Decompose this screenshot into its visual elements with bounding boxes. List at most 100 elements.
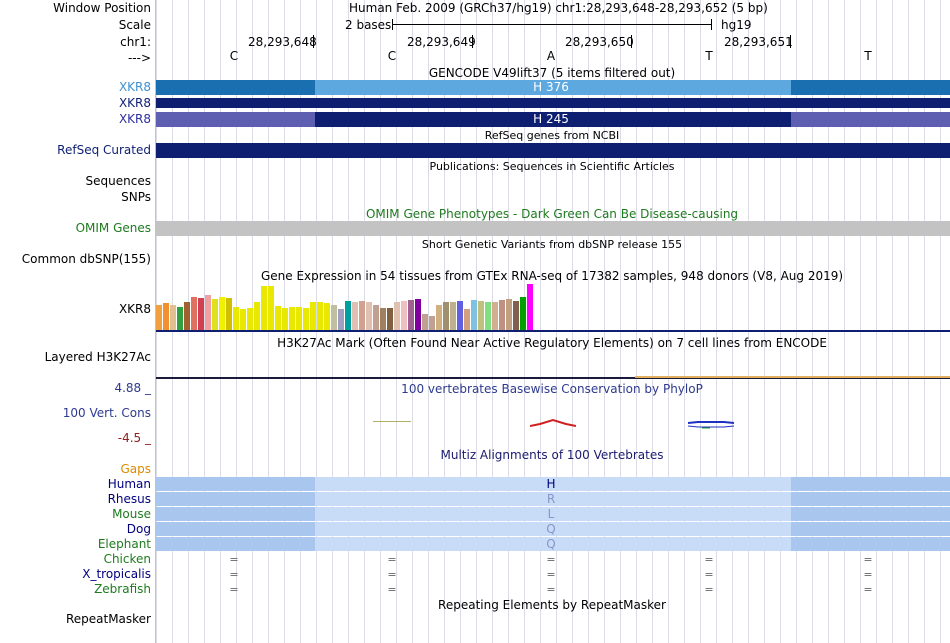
gtex-tissue-bar[interactable] [352, 302, 358, 330]
gtex-tissue-bar[interactable] [429, 316, 435, 330]
gtex-tissue-bar[interactable] [170, 305, 176, 330]
gtex-tissue-bar[interactable] [436, 305, 442, 330]
gtex-tissue-bar[interactable] [359, 301, 365, 330]
species-dog-label[interactable]: Dog [126, 522, 151, 536]
gtex-tissue-bar[interactable] [492, 302, 498, 330]
grid-line [428, 0, 429, 643]
gtex-tissue-bar[interactable] [394, 302, 400, 330]
aa-human: H [546, 477, 556, 491]
gtex-tissue-bar[interactable] [464, 309, 470, 330]
gencode-xkr8-transcript-1-exon[interactable] [315, 80, 791, 95]
omim-gene-feature[interactable] [156, 221, 950, 236]
gtex-tissue-bar[interactable] [415, 299, 421, 330]
ruler-pos-2: 28,293,649 [407, 35, 476, 49]
alignment-gap-marker: = [863, 553, 873, 566]
gaps-label[interactable]: Gaps [120, 462, 151, 476]
gencode-title: GENCODE V49lift37 (5 items filtered out) [428, 66, 676, 80]
gtex-xkr8-label[interactable]: XKR8 [118, 302, 151, 316]
gtex-tissue-bar[interactable] [219, 297, 225, 330]
gtex-tissue-bar[interactable] [268, 286, 274, 330]
gtex-tissue-bar[interactable] [177, 307, 183, 330]
gtex-tissue-bar[interactable] [247, 308, 253, 330]
gtex-bar-graph[interactable] [156, 284, 536, 330]
grid-line [700, 0, 701, 643]
ruler-pos-1: 28,293,648 [248, 35, 317, 49]
h3k27ac-signal-baseline[interactable] [156, 377, 950, 379]
gtex-tissue-bar[interactable] [527, 284, 533, 330]
gencode-xkr8-label-2[interactable]: XKR8 [118, 96, 151, 110]
gtex-tissue-bar[interactable] [205, 295, 211, 330]
gencode-xkr8-transcript-2[interactable] [156, 98, 950, 108]
gtex-tissue-bar[interactable] [408, 300, 414, 330]
gtex-tissue-bar[interactable] [520, 297, 526, 330]
gtex-tissue-bar[interactable] [198, 298, 204, 330]
gtex-tissue-bar[interactable] [212, 299, 218, 330]
species-rhesus-label[interactable]: Rhesus [107, 492, 151, 506]
gtex-tissue-bar[interactable] [156, 305, 162, 330]
gtex-tissue-bar[interactable] [289, 307, 295, 330]
h3k27ac-label[interactable]: Layered H3K27Ac [44, 350, 151, 364]
gtex-tissue-bar[interactable] [478, 301, 484, 330]
species-zebrafish-label[interactable]: Zebrafish [94, 582, 151, 596]
gtex-tissue-bar[interactable] [163, 303, 169, 330]
scale-bar [392, 24, 712, 25]
gtex-tissue-bar[interactable] [401, 301, 407, 330]
gtex-tissue-bar[interactable] [471, 300, 477, 330]
species-elephant-label[interactable]: Elephant [97, 537, 151, 551]
species-xtropicalis-label[interactable]: X_tropicalis [82, 567, 151, 581]
gtex-tissue-bar[interactable] [226, 298, 232, 330]
gtex-tissue-bar[interactable] [373, 305, 379, 330]
ruler-pos-3: 28,293,650 [565, 35, 634, 49]
species-human-label[interactable]: Human [107, 477, 151, 491]
gtex-tissue-bar[interactable] [513, 301, 519, 330]
gtex-tissue-bar[interactable] [457, 301, 463, 330]
gtex-tissue-bar[interactable] [282, 308, 288, 330]
gtex-tissue-bar[interactable] [275, 306, 281, 330]
gtex-tissue-bar[interactable] [450, 302, 456, 330]
gtex-tissue-bar[interactable] [310, 302, 316, 330]
grid-line [716, 0, 717, 643]
gtex-tissue-bar[interactable] [261, 286, 267, 330]
grid-line [732, 0, 733, 643]
gtex-tissue-bar[interactable] [296, 307, 302, 330]
gtex-tissue-bar[interactable] [485, 302, 491, 330]
gtex-tissue-bar[interactable] [317, 302, 323, 330]
omim-genes-label[interactable]: OMIM Genes [75, 221, 151, 235]
gencode-xkr8-label-3[interactable]: XKR8 [118, 112, 151, 126]
refseq-xkr8-feature[interactable] [156, 143, 950, 158]
species-mouse-label[interactable]: Mouse [112, 507, 151, 521]
grid-line [892, 0, 893, 643]
gtex-tissue-bar[interactable] [184, 302, 190, 330]
gtex-tissue-bar[interactable] [499, 300, 505, 330]
alignment-gap-marker: = [863, 583, 873, 596]
gtex-tissue-bar[interactable] [324, 303, 330, 330]
gtex-tissue-bar[interactable] [345, 301, 351, 330]
repeatmasker-label[interactable]: RepeatMasker [65, 612, 151, 626]
gtex-tissue-bar[interactable] [233, 307, 239, 330]
scale-label: Scale [118, 18, 151, 32]
gtex-tissue-bar[interactable] [366, 302, 372, 330]
gtex-tissue-bar[interactable] [422, 314, 428, 330]
gtex-tissue-bar[interactable] [240, 309, 246, 330]
sequences-label[interactable]: Sequences [85, 174, 151, 188]
gencode-xkr8-label-1[interactable]: XKR8 [118, 80, 151, 94]
gencode-xkr8-transcript-3-exon[interactable] [315, 112, 791, 127]
grid-line [748, 0, 749, 643]
cons-label[interactable]: 100 Vert. Cons [62, 406, 151, 420]
gtex-tissue-bar[interactable] [191, 297, 197, 330]
gtex-tissue-bar[interactable] [387, 308, 393, 330]
gtex-tissue-bar[interactable] [338, 309, 344, 330]
snps-label[interactable]: SNPs [121, 190, 151, 204]
gtex-tissue-bar[interactable] [254, 302, 260, 330]
gtex-tissue-bar[interactable] [331, 305, 337, 330]
refseq-curated-label[interactable]: RefSeq Curated [57, 143, 151, 157]
gtex-tissue-bar[interactable] [380, 308, 386, 330]
dbsnp-label[interactable]: Common dbSNP(155) [21, 252, 151, 266]
grid-line [636, 0, 637, 643]
species-chicken-label[interactable]: Chicken [103, 552, 151, 566]
cons-signal-3 [688, 421, 734, 429]
gtex-tissue-bar[interactable] [443, 302, 449, 330]
gtex-tissue-bar[interactable] [506, 299, 512, 330]
gtex-tissue-bar[interactable] [303, 308, 309, 330]
